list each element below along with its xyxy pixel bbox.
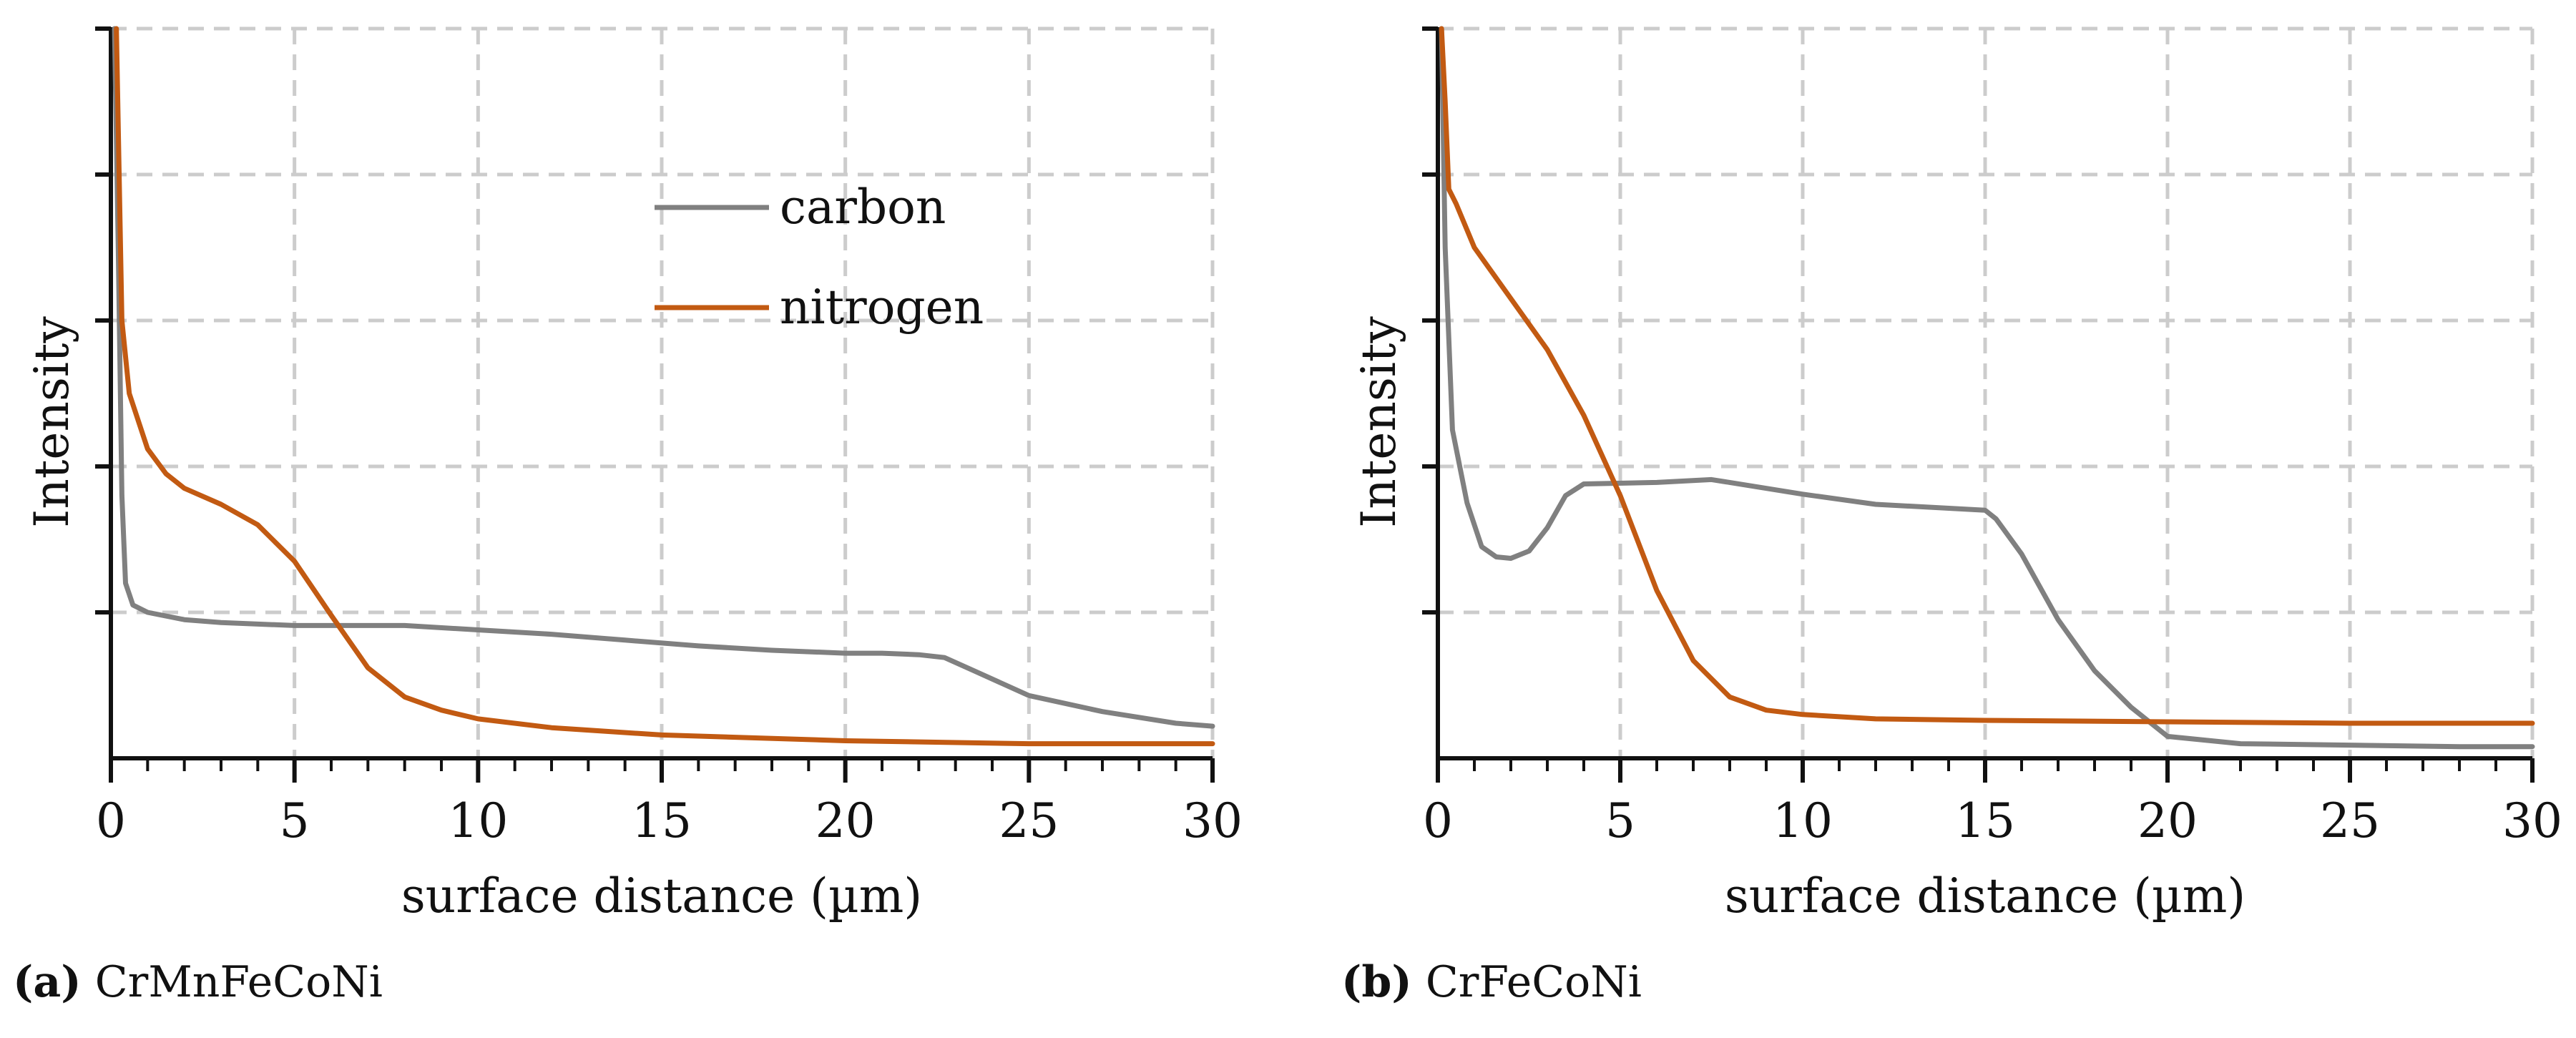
caption-b-text: CrFeCoNi bbox=[1425, 957, 1642, 1007]
series-line-carbon-b bbox=[1439, 26, 2535, 750]
y-axis-label-a: Intensity bbox=[24, 316, 79, 528]
x-tick-label: 30 bbox=[1182, 793, 1243, 848]
legend-label-nitrogen: nitrogen bbox=[780, 280, 984, 335]
ticks-b bbox=[1422, 26, 2535, 783]
x-axis-label-a: surface distance (µm) bbox=[401, 868, 922, 924]
x-tick-label: 0 bbox=[1423, 793, 1453, 848]
x-tick-label: 15 bbox=[1955, 793, 2015, 848]
series-a bbox=[112, 26, 1215, 747]
caption-a-text: CrMnFeCoNi bbox=[94, 957, 383, 1007]
series-b bbox=[1439, 26, 2535, 750]
tick-labels-a: 0 5 10 15 20 25 30 bbox=[96, 793, 1243, 848]
chart-panel-b: 0 5 10 15 20 25 30 surface distance (µm) Inten… bbox=[1331, 0, 2576, 1038]
caption-b: (b) CrFeCoNi bbox=[1341, 957, 1642, 1007]
x-tick-label: 15 bbox=[632, 793, 692, 848]
legend-label-carbon: carbon bbox=[780, 180, 946, 235]
tick-labels-b: 0 5 10 15 20 25 30 bbox=[1423, 793, 2562, 848]
grid-b bbox=[1438, 26, 2535, 758]
grid-a bbox=[111, 26, 1215, 758]
ticks-a bbox=[95, 26, 1215, 783]
y-axis-label-b: Intensity bbox=[1351, 316, 1406, 528]
x-tick-label: 20 bbox=[2137, 793, 2198, 848]
legend-a: carbon nitrogen bbox=[655, 180, 984, 335]
chart-b: 0 5 10 15 20 25 30 surface distance (µm) Inten… bbox=[1351, 26, 2562, 924]
caption-a-tag: (a) bbox=[13, 957, 82, 1007]
series-line-nitrogen-a bbox=[114, 26, 1215, 747]
caption-b-tag: (b) bbox=[1341, 957, 1412, 1007]
x-tick-label: 25 bbox=[999, 793, 1059, 848]
x-tick-label: 25 bbox=[2320, 793, 2380, 848]
x-tick-label: 5 bbox=[280, 793, 310, 848]
x-tick-label: 30 bbox=[2502, 793, 2562, 848]
caption-a: (a) CrMnFeCoNi bbox=[13, 957, 383, 1007]
series-line-nitrogen-b bbox=[1439, 26, 2535, 726]
x-axis-label-b: surface distance (µm) bbox=[1725, 868, 2246, 924]
chart-a: 0 5 10 15 20 25 30 carbon nitrogen surface dist… bbox=[24, 26, 1243, 924]
x-tick-label: 20 bbox=[816, 793, 876, 848]
x-tick-label: 10 bbox=[448, 793, 508, 848]
chart-panel-a: 0 5 10 15 20 25 30 carbon nitrogen surface dist… bbox=[0, 0, 1273, 1038]
x-tick-label: 0 bbox=[96, 793, 126, 848]
series-line-carbon-a bbox=[112, 26, 1215, 729]
x-tick-label: 5 bbox=[1605, 793, 1635, 848]
x-tick-label: 10 bbox=[1773, 793, 1833, 848]
